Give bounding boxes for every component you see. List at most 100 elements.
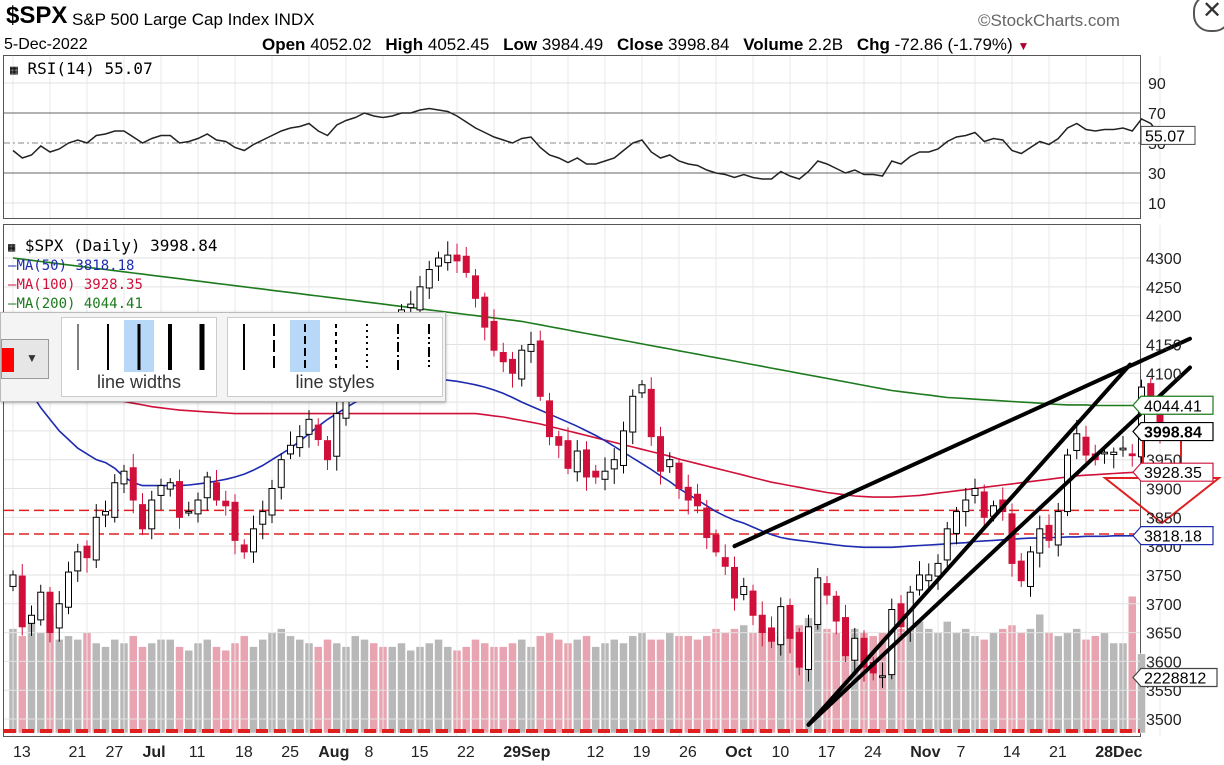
close-button[interactable]: ✕: [1193, 0, 1224, 32]
date-tick-label: 21: [1049, 744, 1067, 761]
candle-body: [610, 459, 618, 470]
line-widths-group: line widths: [61, 317, 217, 397]
volume-bar: [989, 631, 998, 734]
ohlc-summary: Open 4052.02 High 4052.45 Low 3984.49 Cl…: [262, 35, 1029, 55]
candle-body: [213, 482, 220, 501]
candle-body: [287, 444, 294, 455]
price-tick-label: 3750: [1146, 568, 1182, 585]
candle-body: [573, 450, 581, 473]
volume-bar: [739, 624, 748, 734]
candle-body: [222, 500, 230, 507]
candle-body: [444, 254, 452, 264]
candle-body: [1073, 433, 1081, 451]
moving-averages: [12, 257, 1142, 549]
rsi-frame: [3, 55, 1141, 219]
line-widths-label: line widths: [96, 372, 182, 392]
volume-bar: [1017, 631, 1026, 734]
candle-body: [851, 637, 859, 661]
date-tick-label: 11: [189, 744, 206, 761]
candle-body: [888, 609, 896, 676]
close-axis-tag: [1132, 421, 1214, 442]
volume-bar: [554, 639, 563, 734]
volume-bar: [702, 635, 711, 734]
candle-body: [1110, 451, 1118, 456]
price-tick-label: 4150: [1146, 337, 1182, 354]
volume-bar: [573, 639, 582, 734]
price-tick-label: 4300: [1146, 251, 1182, 268]
rsi-icon[interactable]: ▦: [10, 63, 18, 78]
candle-body: [675, 462, 683, 489]
candle-body: [916, 574, 923, 591]
candle-body: [592, 470, 600, 478]
date-tick-label: 27: [106, 744, 124, 761]
volume-bar: [924, 628, 933, 734]
line-styles-group: line styles: [227, 317, 443, 397]
chevron-down-icon: ▼: [26, 351, 38, 365]
candle-body: [1027, 551, 1034, 587]
volume-bar: [240, 635, 249, 734]
legend-ma100-text: MA(100) 3928.35: [16, 277, 143, 293]
candle-body: [1045, 524, 1053, 541]
volume-bar: [943, 621, 952, 734]
candle-body: [314, 424, 322, 441]
price-tick-label: 4250: [1146, 280, 1182, 297]
candle-body: [1017, 560, 1025, 582]
legend-icon[interactable]: ▦: [8, 240, 16, 254]
line-styles-label: line styles: [295, 372, 375, 392]
line-style-panel: ▼ line widths line styles: [0, 312, 446, 402]
candle-body: [1054, 511, 1062, 546]
date-axis: 13 21 27 Jul 11 18 25 Aug 8 15 22 29Sep 12 19 26 Oct 10 1…: [13, 744, 1143, 761]
close-label: Close: [617, 35, 664, 54]
candle-body: [83, 545, 91, 559]
volume-bar: [129, 635, 138, 734]
candle-body: [814, 577, 822, 625]
close-axis-label: 3998.84: [1144, 425, 1202, 442]
candle-body: [203, 476, 211, 499]
candle-body: [240, 544, 248, 553]
line-color-button[interactable]: ▼: [1, 339, 49, 379]
candle-body: [638, 384, 646, 394]
volume-bar: [730, 628, 739, 734]
trendline: [806, 362, 1132, 727]
volume-bar: [582, 635, 591, 734]
volume-bar: [628, 635, 637, 734]
legend-main-text: $SPX (Daily) 3998.84: [24, 236, 218, 255]
price-tick-label: 3650: [1146, 626, 1182, 643]
candle-body: [1119, 447, 1127, 451]
candle-body: [407, 303, 415, 309]
candle-body: [657, 436, 664, 472]
price-tick-label: 3500: [1146, 712, 1182, 729]
candle-body: [333, 413, 341, 457]
candle-body: [647, 388, 655, 438]
candle-body: [250, 528, 257, 553]
price-tick-label: 3700: [1146, 597, 1182, 614]
volume-bar: [1026, 628, 1035, 734]
candle-body: [435, 257, 442, 267]
candle-body: [777, 606, 785, 646]
date-tick-label: 10: [772, 744, 790, 761]
volume-bar: [961, 628, 970, 734]
date-tick-label: Aug: [318, 744, 349, 761]
ma200-line: [12, 257, 1142, 407]
volume-bar: [1137, 653, 1146, 734]
date-tick-label: 13: [13, 744, 31, 761]
candle-body: [620, 430, 627, 466]
candle-body: [703, 507, 711, 538]
candle-body: [416, 286, 424, 311]
date-tick-label: 14: [1003, 744, 1021, 761]
date-tick-label: 12: [587, 744, 605, 761]
trendline: [806, 365, 1192, 727]
ma50-axis-tag: [1132, 526, 1214, 546]
candle-body: [472, 275, 479, 299]
candle-body: [962, 499, 970, 513]
trendline: [732, 336, 1192, 549]
rsi-last-box: [1140, 125, 1196, 145]
candle-body: [666, 459, 674, 468]
volume-bar: [832, 631, 841, 734]
price-tick-label: 4100: [1146, 366, 1182, 383]
candle-body: [925, 574, 933, 582]
candle-body: [583, 449, 590, 478]
date-tick-label: 25: [281, 744, 299, 761]
ma200-axis-tag: [1132, 395, 1214, 415]
volume-bar: [184, 649, 193, 734]
